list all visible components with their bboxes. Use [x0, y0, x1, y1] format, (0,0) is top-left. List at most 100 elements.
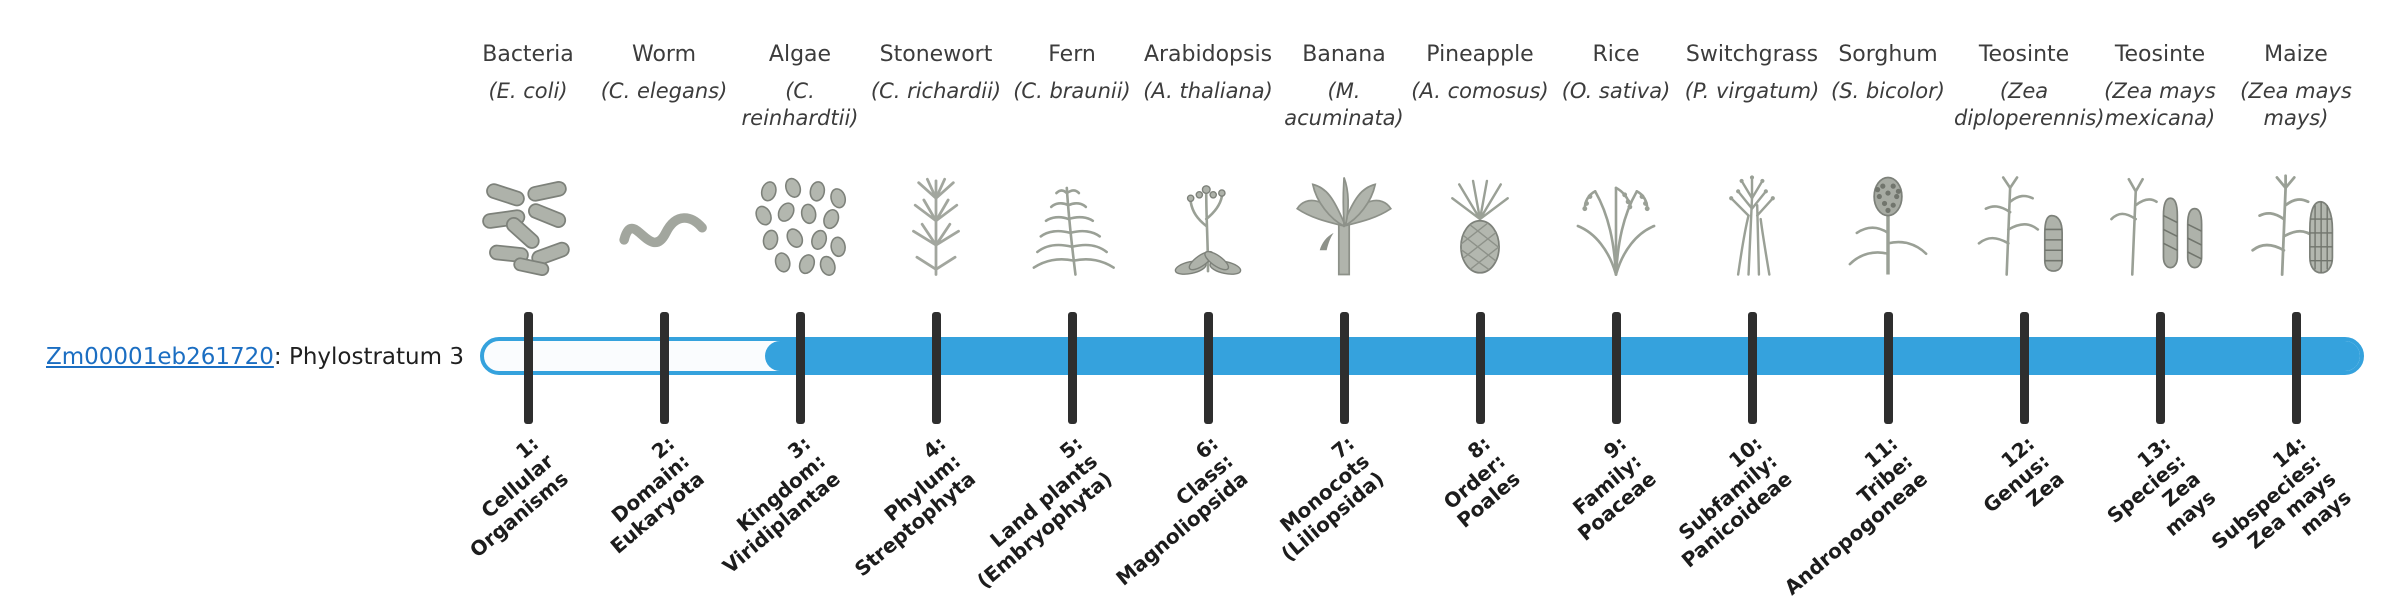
organism-scientific-name: (A. thaliana): [1143, 79, 1273, 104]
rice-icon: [1561, 166, 1671, 278]
organism-header: Bacteria (E. coli): [458, 42, 598, 105]
fern-icon: [1017, 166, 1127, 278]
phylostratum-tick: [1475, 312, 1485, 424]
phylostratum-label: 5: Land plants (Embryophyta): [972, 431, 1117, 594]
bacteria-icon: [473, 166, 583, 278]
organism-header: Maize (Zea mays mays): [2226, 42, 2366, 131]
phylostratum-label: 3: Kingdom: Viridiplantae: [717, 431, 845, 579]
phylostratum-label: 10: Subfamily: Panicoideae: [1673, 431, 1797, 573]
phylostratum-tick: [795, 312, 805, 424]
phylostratum-label: 6: Class: Magnoliopsida: [1111, 431, 1253, 591]
organism-header: Fern (C. braunii): [1002, 42, 1142, 105]
organism-header: Stonewort (C. richardii): [866, 42, 1006, 105]
phylostratum-tick: [1883, 312, 1893, 424]
pineapple-icon: [1425, 166, 1535, 278]
phylostratum-label-wrap: 11: Tribe: Andropogoneae: [1488, 431, 1932, 600]
phylostratum-label: 11: Tribe: Andropogoneae: [1780, 431, 1933, 600]
organism-header: Teosinte (Zea diploperennis): [1954, 42, 2105, 131]
phylostratum-tick: [1747, 312, 1757, 424]
organism-common-name: Teosinte: [2114, 42, 2206, 67]
phylostratum-tick: [2155, 312, 2165, 424]
phylostratum-label-wrap: 12: Genus: Zea: [1624, 431, 2068, 518]
phylostratum-label-wrap: 5: Land plants (Embryophyta): [672, 431, 1116, 593]
organism-scientific-name: (Zea mays mexicana): [2104, 79, 2216, 130]
organism-scientific-name: (Zea diploperennis): [1954, 79, 2105, 130]
phylostratum-tick: [2291, 312, 2301, 424]
teosinte-mexicana-icon: [2105, 166, 2215, 278]
phylostratum-label: 12: Genus: Zea: [1978, 431, 2069, 518]
phylostrata-bar: [480, 337, 2364, 375]
phylostratum-label-wrap: 2: Domain: Eukaryota: [264, 431, 709, 558]
phylostratum-tick: [1339, 312, 1349, 424]
organism-common-name: Switchgrass: [1685, 42, 1819, 67]
algae-icon: [745, 166, 855, 278]
organism-scientific-name: (E. coli): [488, 79, 568, 104]
phylostratum-label: 2: Domain: Eukaryota: [605, 431, 709, 559]
organism-header: Sorghum (S. bicolor): [1818, 42, 1958, 105]
phylostratum-tick: [1611, 312, 1621, 424]
organism-scientific-name: (M. acuminata): [1284, 79, 1404, 130]
organism-common-name: Arabidopsis: [1143, 42, 1273, 67]
organism-common-name: Stonewort: [879, 42, 993, 67]
organism-header: Banana (M. acuminata): [1274, 42, 1414, 131]
maize-icon: [2241, 166, 2351, 278]
phylostratum-label: 7: Monocots (Liliopsida): [1275, 431, 1389, 567]
phylostratum-label-wrap: 7: Monocots (Liliopsida): [944, 431, 1389, 566]
phylostratum-label: 14: Subspecies: Zea mays mays: [2206, 431, 2356, 555]
organism-common-name: Rice: [1592, 42, 1640, 67]
organism-scientific-name: (S. bicolor): [1831, 79, 1945, 104]
arabidopsis-icon: [1153, 166, 1263, 278]
phylostratum-label-wrap: 13: Species: Zea mays: [1760, 431, 2220, 540]
phylostratum-tick: [1203, 312, 1213, 424]
organism-scientific-name: (O. sativa): [1561, 79, 1671, 104]
organism-scientific-name: (Zea mays mays): [2240, 79, 2352, 130]
phylostratum-label-wrap: 14: Subspecies: Zea mays mays: [1896, 431, 2356, 554]
phylostratum-label: 4: Phylum: Streptophyta: [850, 431, 981, 582]
phylostratum-label-wrap: 1: Cellular Organisms: [128, 431, 573, 562]
organism-scientific-name: (A. comosus): [1411, 79, 1549, 104]
gene-id-link[interactable]: Zm00001eb261720: [46, 344, 274, 370]
organism-common-name: Worm: [631, 42, 696, 67]
phylostratum-label: 13: Species: Zea mays: [2101, 431, 2220, 541]
worm-icon: [609, 166, 719, 278]
phylostratum-label: 1: Cellular Organisms: [464, 431, 573, 563]
organism-common-name: Teosinte: [1978, 42, 2070, 67]
organism-common-name: Fern: [1048, 42, 1096, 67]
phylostratum-tick: [1067, 312, 1077, 424]
organism-header: Arabidopsis (A. thaliana): [1138, 42, 1278, 105]
organism-header: Worm (C. elegans): [594, 42, 734, 105]
phylostratum-tick: [2019, 312, 2029, 424]
switchgrass-icon: [1697, 166, 1807, 278]
phylostratum-label: 8: Order: Poales: [1438, 431, 1525, 533]
gene-label: Zm00001eb261720: Phylostratum 3: [46, 344, 464, 370]
organism-common-name: Algae: [768, 42, 832, 67]
phylostratum-label-wrap: 9: Family: Poaceae: [1216, 431, 1661, 546]
phylostrata-bar-fill: [765, 341, 2360, 371]
stonewort-icon: [881, 166, 991, 278]
organism-header: Teosinte (Zea mays mexicana): [2090, 42, 2230, 131]
phylostratum-tick: [659, 312, 669, 424]
organism-header: Pineapple (A. comosus): [1410, 42, 1550, 105]
phylostratum-label-wrap: 3: Kingdom: Viridiplantae: [400, 431, 845, 578]
organism-scientific-name: (C. braunii): [1013, 79, 1131, 104]
organism-scientific-name: (C. richardii): [870, 79, 1002, 104]
organism-common-name: Maize: [2264, 42, 2328, 67]
organism-common-name: Bacteria: [482, 42, 574, 67]
organism-header: Switchgrass (P. virgatum): [1682, 42, 1822, 105]
organism-header: Algae (C. reinhardtii): [730, 42, 870, 131]
gene-label-suffix: : Phylostratum 3: [273, 344, 464, 370]
organism-header: Rice (O. sativa): [1546, 42, 1686, 105]
organism-scientific-name: (C. elegans): [600, 79, 728, 104]
organism-common-name: Banana: [1302, 42, 1386, 67]
organism-common-name: Sorghum: [1838, 42, 1938, 67]
teosinte-diploperennis-icon: [1969, 166, 2079, 278]
organism-scientific-name: (P. virgatum): [1684, 79, 1820, 104]
banana-icon: [1289, 166, 1399, 278]
organism-scientific-name: (C. reinhardtii): [741, 79, 859, 130]
phylostratum-label-wrap: 6: Class: Magnoliopsida: [808, 431, 1252, 590]
phylostratum-label-wrap: 10: Subfamily: Panicoideae: [1352, 431, 1797, 572]
organism-common-name: Pineapple: [1426, 42, 1534, 67]
phylostratum-label-wrap: 4: Phylum: Streptophyta: [536, 431, 981, 581]
phylostratum-tick: [523, 312, 533, 424]
phylostratum-label-wrap: 8: Order: Poales: [1080, 431, 1525, 533]
